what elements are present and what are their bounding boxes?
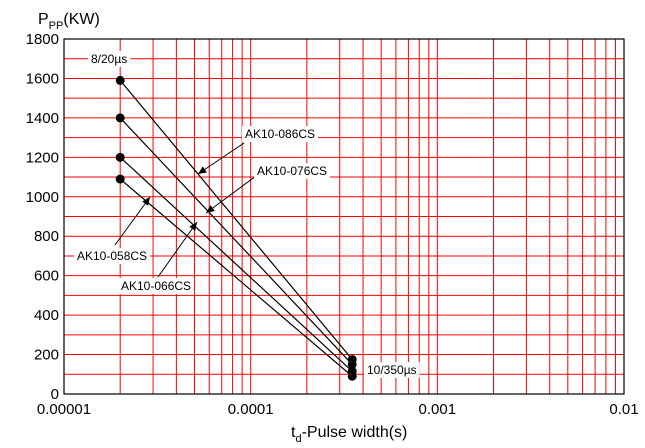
annotation-arrowhead <box>189 222 197 231</box>
y-tick-label: 1600 <box>26 70 59 87</box>
annotation-8-20us-bg <box>88 51 131 67</box>
series-lines <box>119 80 353 377</box>
y-axis-title: PPP(KW) <box>38 11 100 32</box>
data-point <box>115 152 125 162</box>
x-tick-label: 0.00001 <box>37 401 91 418</box>
y-tick-label: 1000 <box>26 189 59 206</box>
plot-frame <box>63 38 625 395</box>
y-tick-label: 1800 <box>26 31 59 48</box>
y-tick-label: 600 <box>34 268 59 285</box>
annotation-arrowhead <box>206 205 215 213</box>
annotation-8-20us: 8/20µs <box>91 52 127 66</box>
data-point <box>347 371 357 381</box>
x-tick-label: 0.001 <box>419 401 457 418</box>
x-tick-labels: 0.00001 0.0001 0.001 0.01 <box>37 401 639 418</box>
data-point <box>115 75 125 85</box>
annotation-leader <box>197 142 245 175</box>
label-ak10-066cs: AK10-066CS <box>121 279 191 293</box>
annotation-leaders <box>114 142 257 278</box>
series-labels: AK10-086CS AK10-076CS AK10-058CS AK10-066CS… <box>74 51 420 378</box>
annotation-10-350us: 10/350µs <box>367 363 417 377</box>
series-line <box>119 178 353 377</box>
data-point <box>115 113 125 123</box>
data-point <box>347 359 357 369</box>
x-tick-label: 0.0001 <box>228 401 274 418</box>
label-ak10-086cs-bg <box>242 126 319 142</box>
label-ak10-076cs: AK10-076CS <box>257 164 327 178</box>
y-tick-label: 1200 <box>26 149 59 166</box>
series-line <box>119 80 353 360</box>
y-tick-label: 800 <box>34 228 59 245</box>
annotation-leader <box>205 175 257 214</box>
series-line <box>119 117 353 365</box>
annotation-arrowhead <box>142 197 150 206</box>
y-tick-label: 1400 <box>26 110 59 127</box>
x-axis-title: td-Pulse width(s) <box>291 424 407 445</box>
y-tick-label: 200 <box>34 347 59 364</box>
label-ak10-058cs: AK10-058CS <box>77 249 147 263</box>
x-tick-label: 0.01 <box>609 401 638 418</box>
y-tick-label: 400 <box>34 307 59 324</box>
grid-lines <box>63 38 624 395</box>
annotation-10-350us-bg <box>364 362 420 378</box>
annotation-leader <box>157 221 198 278</box>
label-ak10-058cs-bg <box>74 248 151 264</box>
series-line <box>119 156 353 372</box>
label-ak10-086cs: AK10-086CS <box>245 127 315 141</box>
data-point <box>115 174 125 184</box>
data-points <box>115 75 357 381</box>
annotation-leader <box>114 196 151 246</box>
annotation-arrowhead <box>198 166 207 174</box>
label-ak10-076cs-bg <box>254 163 331 179</box>
y-tick-label: 0 <box>51 386 59 403</box>
label-ak10-066cs-bg <box>118 278 195 294</box>
y-tick-labels: 0 200 400 600 800 1000 1200 1400 1600 1800 <box>26 31 59 403</box>
